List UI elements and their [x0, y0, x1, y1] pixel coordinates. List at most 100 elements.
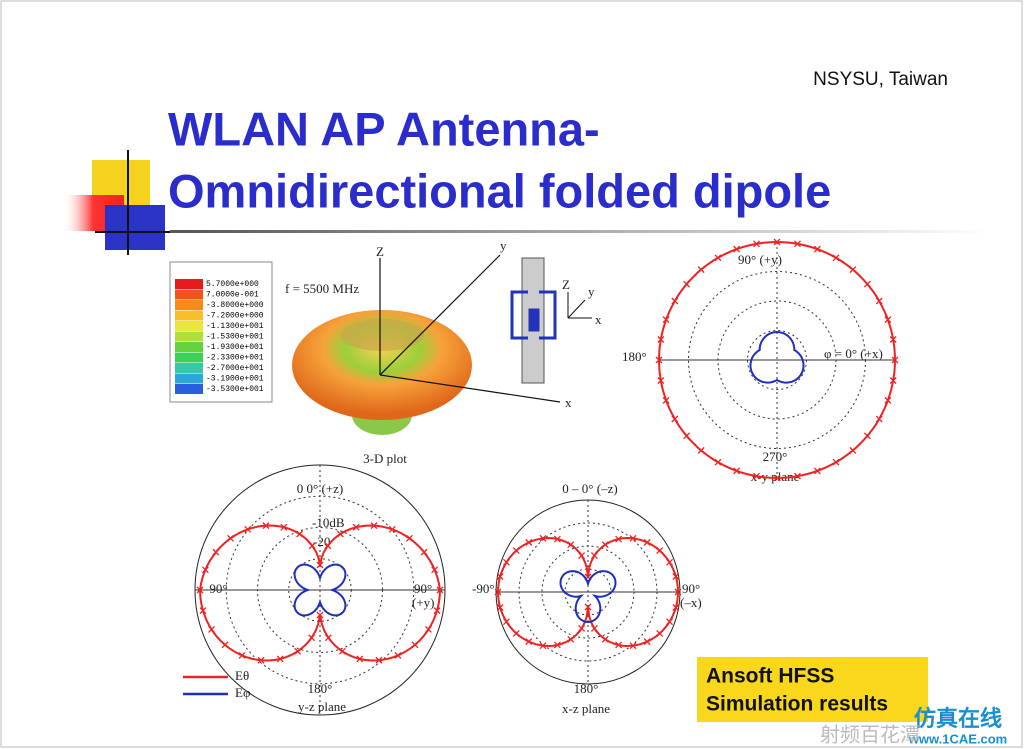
pattern-marker — [388, 525, 396, 533]
pattern-marker — [196, 586, 204, 594]
pattern-marker — [794, 240, 801, 248]
pattern-marker — [375, 656, 383, 664]
pattern-marker — [590, 624, 598, 632]
caption: 3-D plot — [363, 451, 407, 466]
polar-label: 0 0° (+z) — [297, 481, 343, 496]
pattern-marker — [553, 535, 561, 543]
colorbar-swatch — [175, 331, 203, 342]
pattern-marker — [424, 626, 432, 633]
axis-label: y — [588, 284, 595, 299]
pattern-marker — [336, 530, 344, 538]
pattern-marker — [656, 629, 664, 637]
colorbar-swatch — [175, 310, 203, 321]
axis-label: Z — [376, 244, 384, 259]
colorbar-label: -2.7000e+001 — [206, 364, 264, 373]
pattern-marker — [615, 641, 623, 649]
pattern-marker — [671, 297, 679, 305]
pattern-marker — [308, 634, 316, 642]
pattern-marker — [884, 396, 892, 404]
pattern-marker — [643, 538, 651, 546]
pattern-marker — [601, 541, 609, 549]
pattern-marker — [420, 548, 428, 556]
polar-label: 270° — [763, 449, 788, 464]
pattern-marker — [875, 415, 883, 423]
colorbar-label: -1.5300e+001 — [206, 333, 264, 342]
pattern-marker — [212, 548, 220, 556]
colorbar-swatch — [175, 279, 203, 289]
pattern-marker — [832, 458, 840, 466]
pattern-marker — [615, 535, 623, 543]
pattern-marker — [889, 336, 897, 343]
polar-label: φ = 0° (+x) — [824, 346, 883, 361]
title: Omnidirectional folded dipole — [168, 164, 831, 217]
pattern-marker — [714, 254, 722, 262]
axis-label: Z — [562, 277, 570, 292]
pattern-marker — [697, 446, 705, 454]
pattern-marker — [813, 467, 821, 475]
pattern-marker — [813, 245, 821, 253]
caption: x-z plane — [562, 701, 610, 716]
pattern-marker — [199, 607, 207, 615]
colorbar-label: 5.7000e+000 — [206, 280, 259, 289]
colorbar-swatch — [175, 352, 203, 363]
polar-label: 180° — [574, 681, 599, 696]
pattern-marker — [567, 635, 575, 643]
title: WLAN AP Antenna- — [168, 102, 600, 155]
pattern-marker — [753, 472, 760, 480]
pattern-marker — [884, 316, 892, 324]
pattern-marker — [324, 634, 332, 642]
colorbar-swatch — [175, 300, 203, 310]
polar-label: 0 – 0° (–z) — [562, 481, 617, 496]
polar-label: 180° — [308, 681, 333, 696]
pattern-marker — [863, 280, 871, 288]
pattern-marker — [316, 611, 324, 619]
pattern-marker — [794, 472, 801, 480]
pattern-marker — [662, 396, 670, 404]
pattern-marker — [406, 534, 413, 542]
polar-label: -90° — [205, 581, 228, 596]
colorbar-label: 7.0000e-001 — [206, 291, 259, 300]
colorbar-swatch — [175, 384, 203, 394]
pattern-marker — [502, 558, 510, 566]
pattern-marker — [221, 641, 229, 649]
torus — [292, 310, 472, 420]
pattern-marker — [849, 266, 857, 274]
pattern-marker — [643, 638, 651, 646]
note-text: Simulation results — [706, 693, 888, 716]
pattern-marker — [578, 552, 586, 560]
inset-axes — [567, 292, 592, 319]
pattern-marker — [629, 534, 637, 542]
pattern-marker — [324, 542, 332, 550]
pattern-marker — [433, 607, 441, 615]
colorbar-swatch — [175, 289, 203, 300]
pattern-marker — [370, 522, 378, 530]
pattern-marker — [773, 474, 781, 482]
pattern-marker — [674, 588, 682, 596]
pattern-marker — [525, 638, 533, 646]
pattern-marker — [891, 356, 899, 364]
pattern-marker — [567, 541, 575, 549]
colorbar-label: -1.9300e+001 — [206, 343, 264, 352]
pattern-marker — [411, 641, 419, 649]
pattern-marker — [262, 522, 270, 530]
legend-label: Eθ — [235, 668, 249, 683]
watermark-site: www.1CAE.com — [908, 731, 1007, 746]
polar-label: (+y) — [412, 595, 435, 610]
axes-3d — [379, 254, 561, 403]
pattern-marker — [655, 356, 663, 364]
pattern-marker — [394, 651, 402, 659]
antenna-dipole — [510, 290, 557, 340]
colorbar-label: -3.8000e+000 — [206, 301, 264, 310]
pattern-marker — [525, 538, 533, 546]
pattern-marker — [276, 655, 284, 663]
pattern-marker — [863, 432, 871, 440]
pattern-marker — [512, 629, 520, 637]
note-text: Ansoft HFSS — [706, 665, 834, 688]
pattern-marker — [666, 618, 674, 626]
polar-label: 90° (+y) — [738, 252, 782, 267]
colorbar-swatch — [175, 373, 203, 384]
deco-blue — [105, 205, 165, 250]
colorbar-swatch — [175, 342, 203, 352]
pattern-marker — [201, 566, 209, 574]
